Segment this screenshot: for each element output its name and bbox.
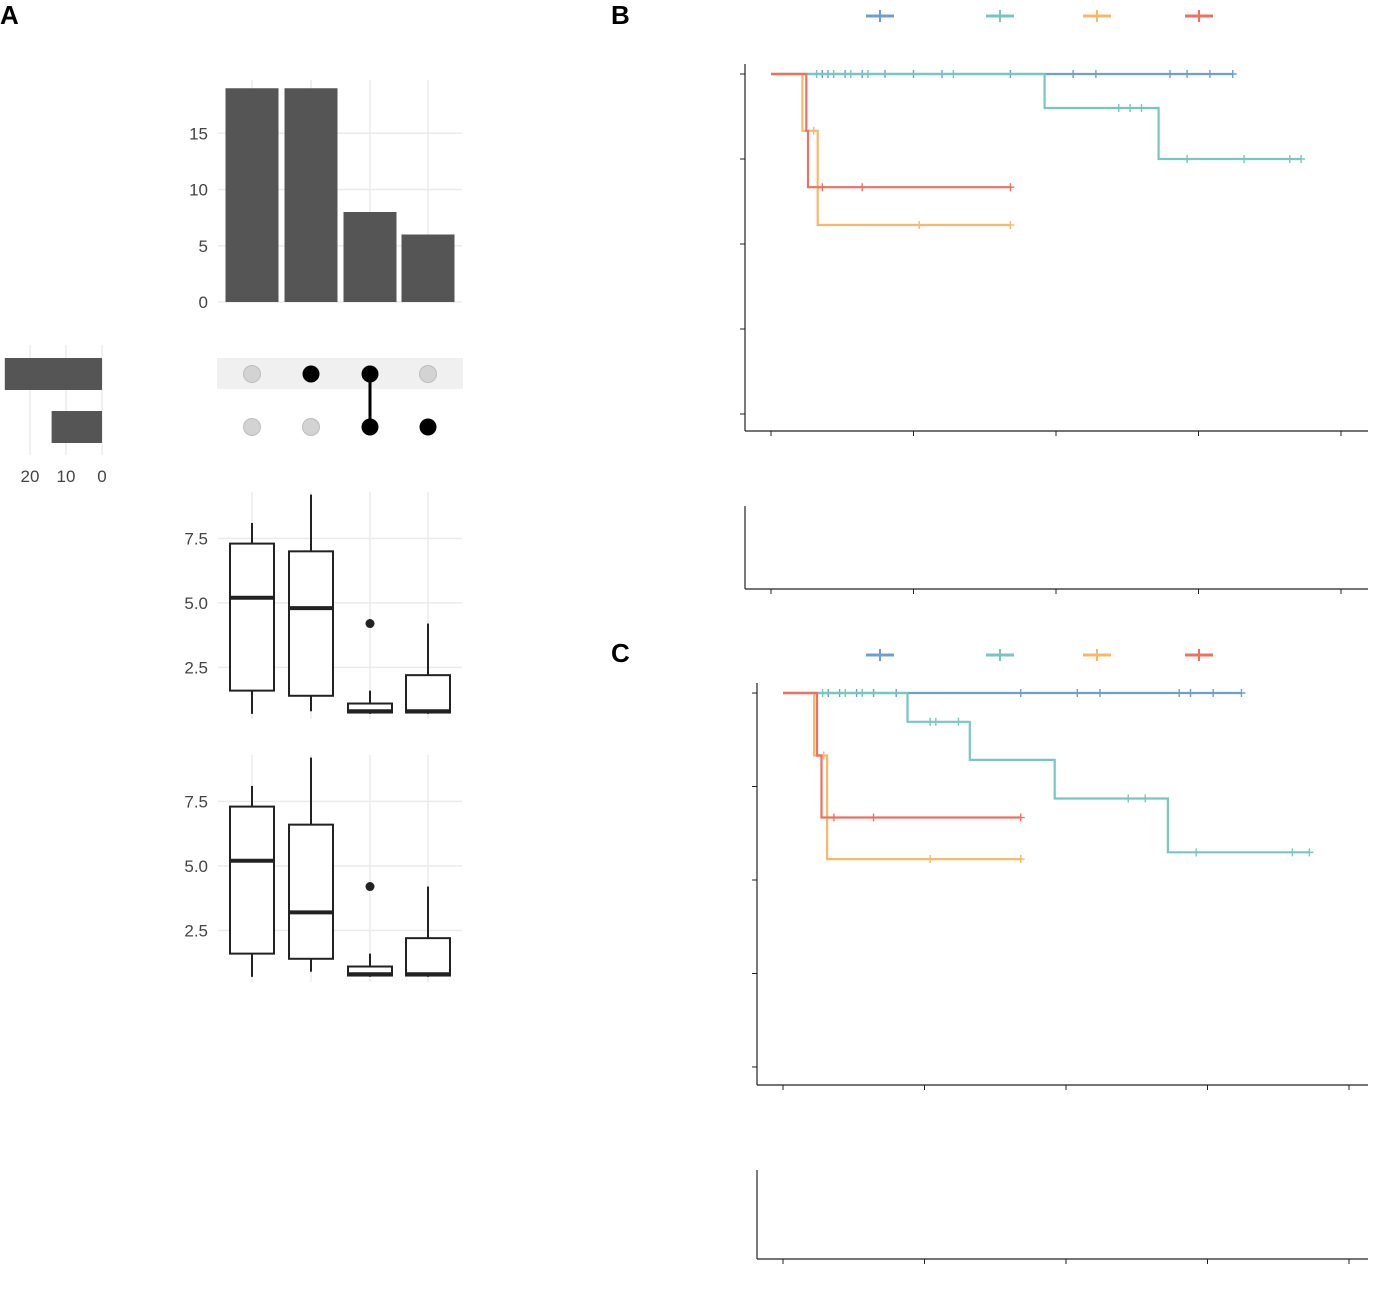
- y-tick-label: 0: [199, 293, 208, 312]
- bar-vista-b7h3: [343, 212, 397, 302]
- y-tick-label: 5.0: [184, 857, 208, 876]
- censor-mark: [1126, 104, 1135, 112]
- censor-mark: [841, 689, 850, 697]
- censor-mark: [858, 689, 867, 697]
- censor-mark: [1297, 155, 1306, 163]
- censor-mark: [1186, 689, 1195, 697]
- set-size-tick: 10: [57, 467, 76, 486]
- panel-label-a: A: [0, 0, 19, 30]
- censor-mark: [1183, 70, 1192, 78]
- censor-mark: [915, 220, 924, 229]
- upset-bar-chart: 0 5 10 15: [189, 80, 462, 312]
- censor-mark: [1114, 104, 1123, 112]
- dfs-km-plot: [752, 649, 1368, 1264]
- box-b7h3: [288, 823, 334, 960]
- censor-mark: [1069, 70, 1078, 78]
- box-vista: [405, 937, 451, 977]
- y-tick-label: 7.5: [184, 529, 208, 548]
- y-tick-label: 10: [189, 181, 208, 200]
- censor-mark: [818, 689, 827, 697]
- km-curve-vista: [783, 691, 1021, 861]
- km-curve-vista-b7h3: [783, 691, 1021, 819]
- bar-negative: [225, 88, 279, 302]
- y-tick-label: 2.5: [184, 658, 208, 677]
- censor-mark: [1209, 689, 1218, 697]
- os-boxplot: 2.5 5.0 7.5: [184, 492, 462, 719]
- censor-mark: [869, 813, 878, 822]
- outlier-point: [365, 619, 375, 629]
- y-tick-label: 2.5: [184, 921, 208, 940]
- set-size-tick: 0: [97, 467, 106, 486]
- nonmember-dot: [243, 418, 261, 436]
- panel-label-b: B: [611, 0, 630, 30]
- censor-mark: [1288, 848, 1297, 857]
- censor-mark: [931, 717, 940, 726]
- nonmember-dot: [419, 365, 437, 383]
- y-tick-label: 5.0: [184, 594, 208, 613]
- censor-mark: [1091, 70, 1100, 78]
- box-vista: [405, 674, 451, 714]
- censor-mark: [1141, 794, 1150, 803]
- censor-mark: [1166, 70, 1174, 78]
- box-b7h3: [288, 550, 334, 697]
- censor-mark: [812, 70, 821, 78]
- censor-mark: [1237, 689, 1246, 697]
- y-tick-label: 5: [199, 237, 208, 256]
- censor-mark: [1016, 813, 1025, 822]
- censor-mark: [809, 126, 818, 135]
- censor-mark: [1192, 848, 1201, 857]
- bar-vista: [401, 234, 455, 302]
- y-tick-label: 15: [189, 124, 208, 143]
- legend: [866, 10, 1213, 22]
- legend: [866, 649, 1213, 661]
- box-negative: [229, 542, 275, 692]
- nonmember-dot: [302, 418, 320, 436]
- censor-mark: [926, 855, 935, 864]
- censor-mark: [1183, 155, 1192, 163]
- censor-mark: [1285, 155, 1294, 163]
- censor-mark: [1016, 689, 1025, 697]
- box-negative: [229, 805, 275, 955]
- censor-mark: [1006, 183, 1015, 192]
- censor-mark: [1006, 220, 1015, 229]
- dfs-boxplot: 2.5 5.0 7.5: [184, 755, 462, 982]
- bar-b7h3: [284, 88, 338, 302]
- upset-intersection-matrix: 20 10 0: [4, 345, 463, 486]
- censor-mark: [1016, 855, 1025, 864]
- censor-mark: [1228, 70, 1237, 78]
- censor-mark: [1095, 689, 1104, 697]
- censor-mark: [1137, 104, 1146, 112]
- censor-mark: [829, 813, 838, 822]
- censor-mark: [1205, 70, 1214, 78]
- os-km-plot: [740, 10, 1368, 594]
- outlier-point: [365, 882, 375, 892]
- censor-mark: [1305, 848, 1314, 857]
- km-curve-b7h3: [783, 691, 1310, 854]
- km-curve-vista-b7h3: [771, 72, 1011, 189]
- censor-mark: [1175, 689, 1184, 697]
- censor-mark: [949, 70, 958, 78]
- censor-mark: [829, 70, 838, 78]
- censor-mark: [954, 717, 963, 726]
- censor-mark: [1073, 689, 1082, 697]
- set-size-bar-vista: [51, 411, 102, 443]
- censor-mark: [818, 183, 827, 192]
- nonmember-dot: [243, 365, 261, 383]
- censor-mark: [1124, 794, 1133, 803]
- km-curve-b7h3: [771, 72, 1302, 161]
- set-size-bar-b7h3: [4, 358, 102, 390]
- member-dot: [361, 418, 379, 436]
- censor-mark: [863, 70, 872, 78]
- censor-mark: [846, 70, 855, 78]
- member-dot: [302, 365, 320, 383]
- panel-label-c: C: [611, 638, 630, 668]
- y-tick-label: 7.5: [184, 792, 208, 811]
- member-dot: [419, 418, 437, 436]
- member-dot: [361, 365, 379, 383]
- set-size-tick: 20: [21, 467, 40, 486]
- censor-mark: [1240, 155, 1249, 163]
- censor-mark: [858, 183, 867, 192]
